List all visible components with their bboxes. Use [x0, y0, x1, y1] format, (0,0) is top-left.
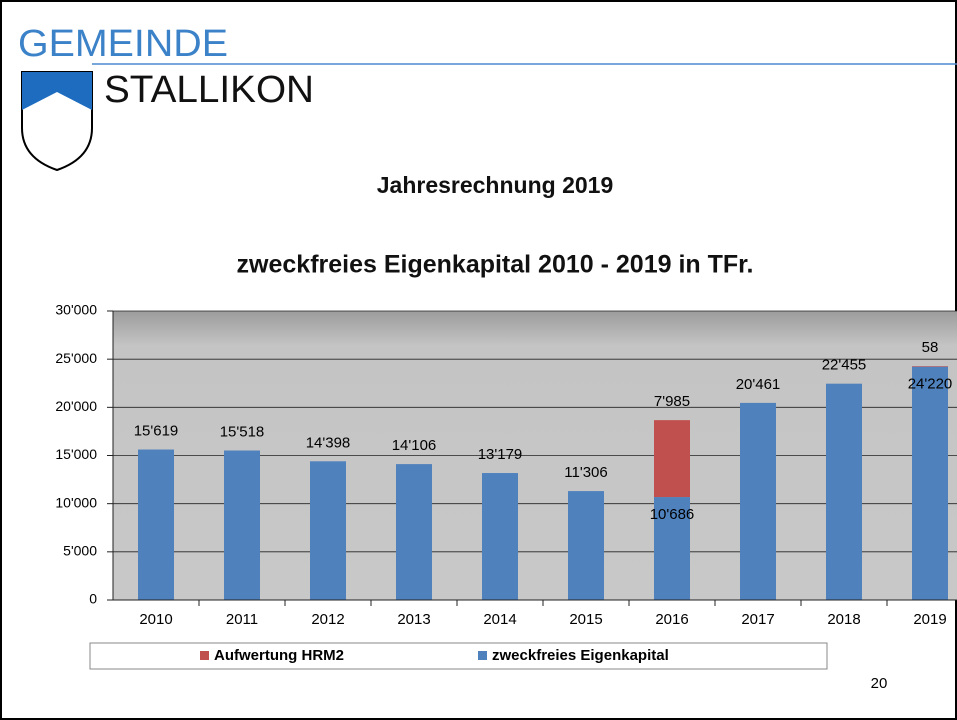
data-label: 22'455 — [822, 357, 867, 374]
bar-segment — [396, 464, 432, 600]
y-tick-label: 0 — [89, 591, 97, 607]
data-label: 24'220 — [908, 376, 953, 393]
bar-segment — [912, 366, 948, 600]
x-tick-label: 2011 — [226, 611, 258, 628]
x-tick-label: 2019 — [913, 611, 946, 628]
data-label: 15'518 — [220, 423, 265, 440]
bar-segment — [826, 383, 862, 600]
legend-label: Aufwertung HRM2 — [214, 647, 344, 664]
bar-segment — [224, 450, 260, 600]
x-tick-label: 2016 — [655, 611, 688, 628]
y-tick-label: 10'000 — [55, 494, 97, 510]
data-label: 15'619 — [134, 423, 179, 440]
y-tick-label: 25'000 — [55, 350, 97, 366]
chart-title: zweckfreies Eigenkapital 2010 - 2019 in … — [237, 251, 754, 279]
x-tick-label: 2010 — [139, 611, 172, 628]
data-label: 10'686 — [650, 506, 695, 523]
data-label: 14'398 — [306, 434, 351, 451]
bar-segment — [568, 491, 604, 600]
bar-segment — [654, 497, 690, 600]
data-label: 14'106 — [392, 437, 437, 454]
x-tick-label: 2018 — [827, 611, 860, 628]
x-tick-label: 2015 — [569, 611, 602, 628]
y-tick-label: 30'000 — [55, 302, 97, 318]
data-label: 7'985 — [654, 393, 690, 410]
bar-segment — [912, 366, 948, 367]
x-tick-label: 2017 — [741, 611, 774, 628]
bar-segment — [482, 473, 518, 600]
bar-segment — [310, 461, 346, 600]
bar-segment — [138, 449, 174, 600]
x-tick-label: 2014 — [483, 611, 516, 628]
legend-swatch — [200, 651, 209, 660]
legend-box — [89, 642, 828, 670]
x-tick-label: 2012 — [311, 611, 344, 628]
logo — [21, 63, 957, 172]
y-tick-label: 5'000 — [63, 543, 97, 559]
y-tick-label: 15'000 — [55, 446, 97, 462]
data-label: 20'461 — [736, 376, 781, 393]
page-number: 20 — [871, 675, 888, 692]
slide-title: Jahresrechnung 2019 — [377, 172, 614, 198]
data-label: 13'179 — [478, 446, 523, 463]
data-label: 58 — [922, 339, 939, 356]
bar-segment — [740, 402, 776, 600]
org-line1: GEMEINDE — [18, 23, 228, 65]
y-tick-label: 20'000 — [55, 398, 97, 414]
legend-label: zweckfreies Eigenkapital — [492, 647, 669, 664]
legend-swatch — [478, 651, 487, 660]
data-label: 11'306 — [564, 464, 607, 481]
bar-segment — [654, 420, 690, 498]
x-tick-label: 2013 — [397, 611, 430, 628]
org-line2: STALLIKON — [104, 69, 314, 111]
